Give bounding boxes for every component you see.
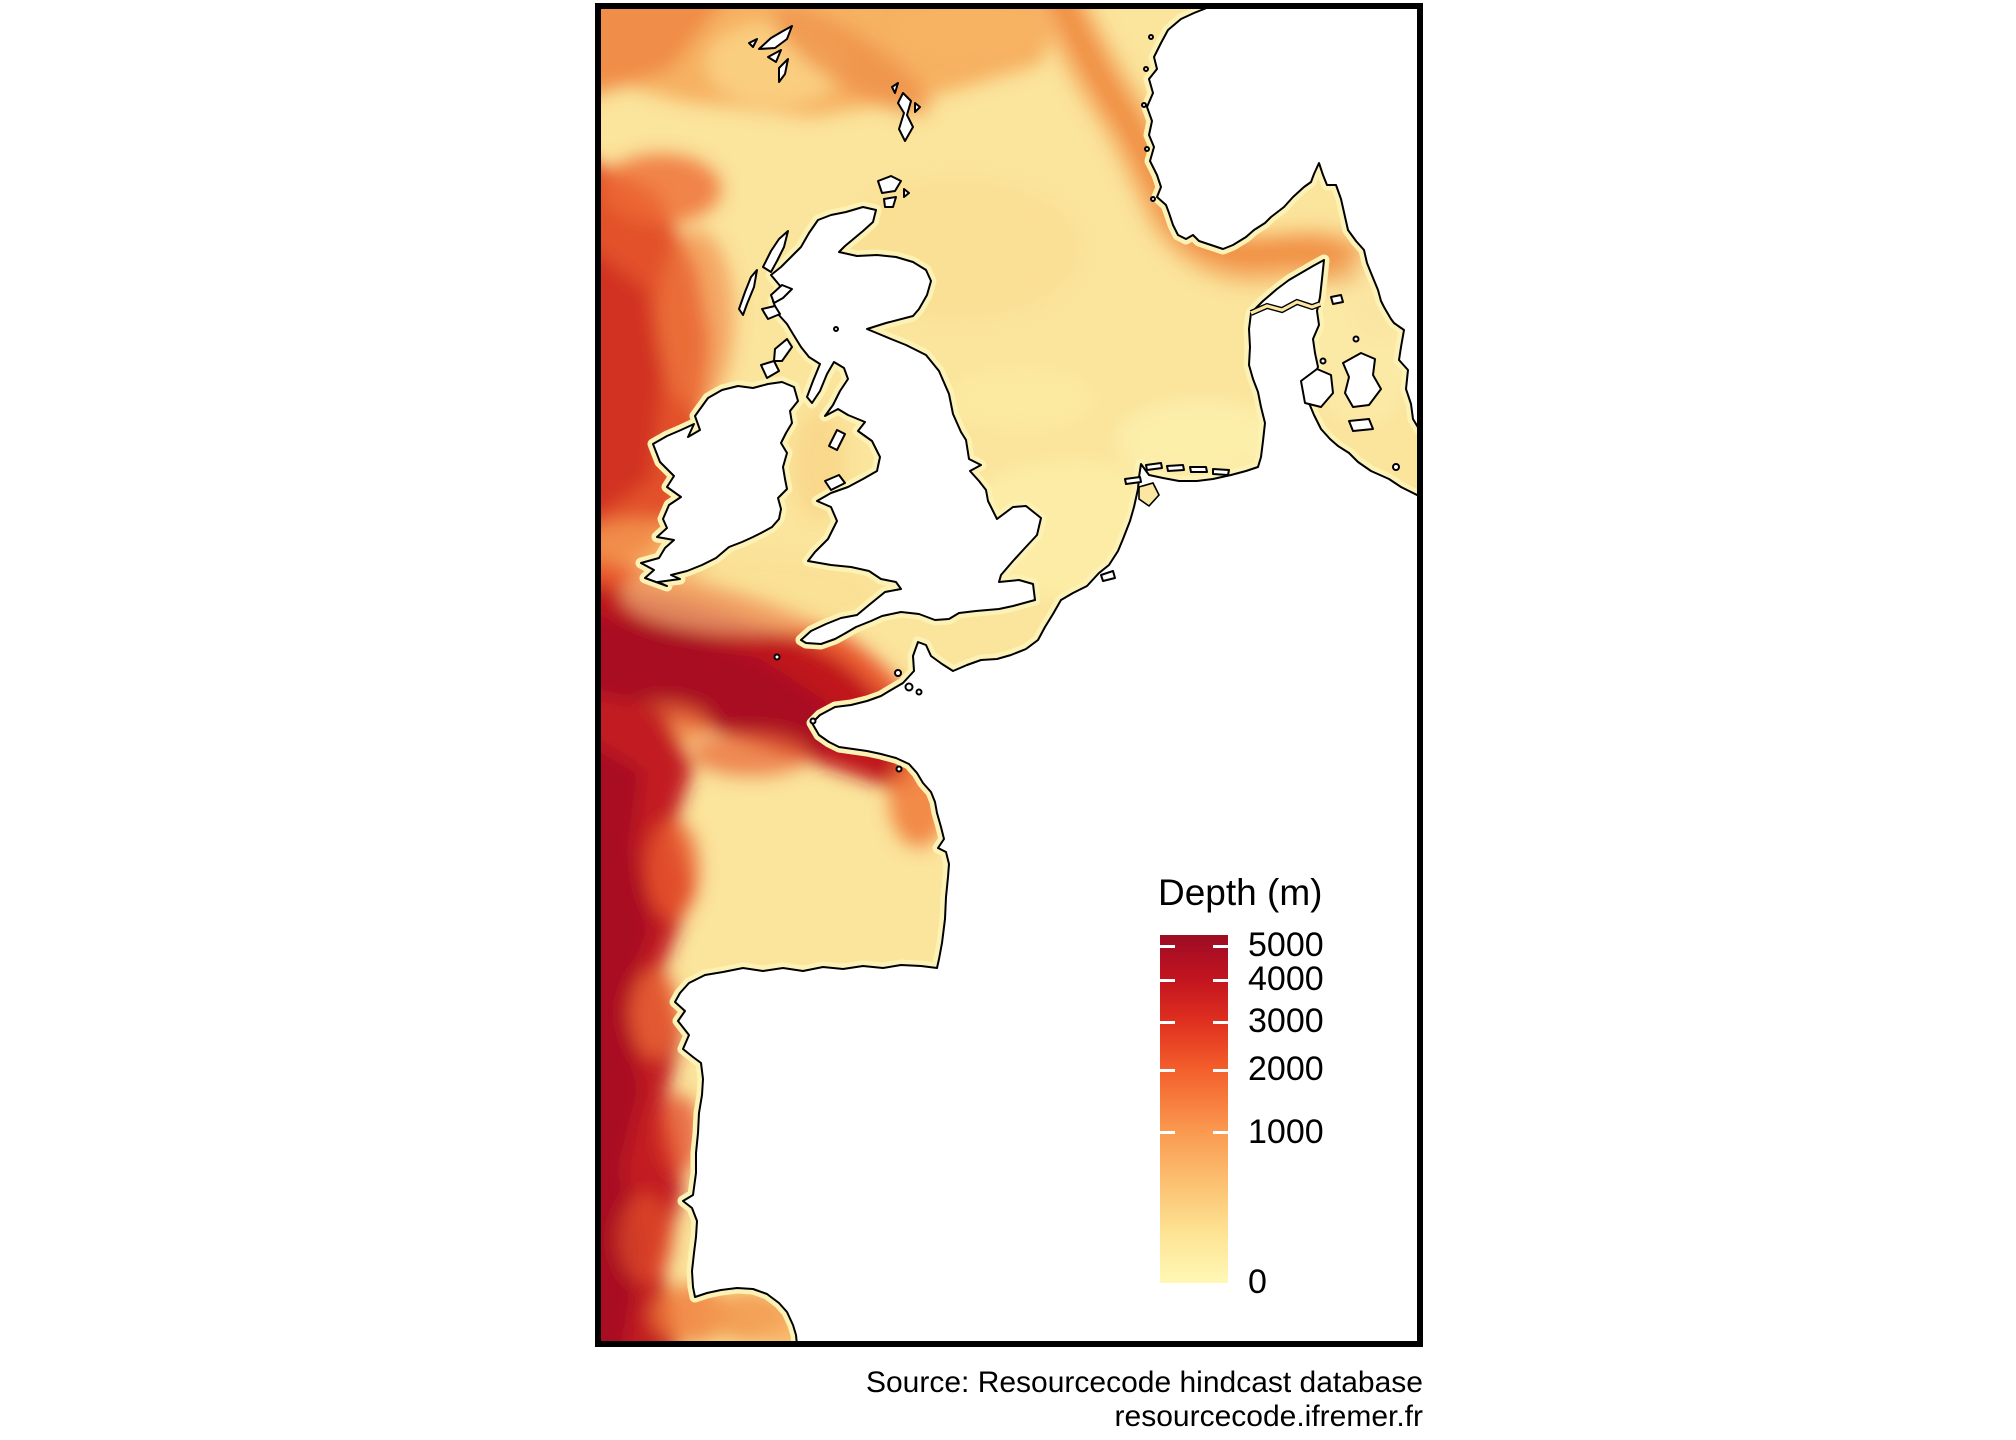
bathymetry-map xyxy=(601,9,1417,1341)
land-zealand xyxy=(1342,352,1382,408)
land-great-britain xyxy=(770,206,1042,645)
land-norway-sweden xyxy=(1146,9,1417,428)
legend-tick xyxy=(1213,1020,1228,1024)
limfjord-channel xyxy=(1249,298,1322,316)
legend-tick xyxy=(1160,1020,1175,1024)
legend-tick xyxy=(1213,944,1228,948)
land-lolland xyxy=(1348,418,1374,432)
map-panel xyxy=(595,3,1423,1347)
land-wadden-islands xyxy=(1100,462,1230,582)
land-layer xyxy=(641,9,1417,1341)
legend-tick xyxy=(1213,1131,1228,1135)
caption-line2: resourcecode.ifremer.fr xyxy=(1114,1400,1423,1433)
legend-tick xyxy=(1160,1131,1175,1135)
land-ireland xyxy=(640,381,799,587)
land-isle-of-man xyxy=(828,429,846,451)
legend-tick xyxy=(1160,944,1175,948)
legend-tick-label: 5000 xyxy=(1248,926,1324,965)
legend-tick-label: 3000 xyxy=(1248,1002,1324,1041)
ijsselmeer xyxy=(1138,482,1160,508)
land-outer-hebrides xyxy=(738,230,789,316)
land-continental-europe xyxy=(674,259,1417,1341)
legend-colorbar xyxy=(1160,935,1228,1283)
source-caption: Source: Resourcecode hindcast database r… xyxy=(866,1366,1423,1434)
land-inner-hebrides xyxy=(760,284,793,379)
legend-title: Depth (m) xyxy=(1158,872,1323,913)
legend-tick xyxy=(1213,978,1228,982)
land-laeso xyxy=(1330,294,1344,305)
land-funen xyxy=(1300,368,1334,408)
land-shetland xyxy=(891,82,921,142)
caption-line1: Source: Resourcecode hindcast database xyxy=(865,1366,1423,1399)
legend-tick-label: 4000 xyxy=(1248,960,1324,999)
land-faroe-islands xyxy=(748,25,793,83)
depth-legend: Depth (m) 5000 4000 3000 2000 1000 0 xyxy=(1150,872,1440,1352)
legend-tick-label: 2000 xyxy=(1248,1050,1324,1089)
land-anglesey xyxy=(824,474,846,491)
legend-tick xyxy=(1213,1068,1228,1072)
land-orkney xyxy=(877,175,910,208)
legend-tick-label: 0 xyxy=(1248,1263,1267,1301)
legend-tick xyxy=(1160,978,1175,982)
land-small-islands xyxy=(773,34,1400,773)
legend-tick xyxy=(1160,1068,1175,1072)
legend-tick-label: 1000 xyxy=(1248,1112,1324,1151)
